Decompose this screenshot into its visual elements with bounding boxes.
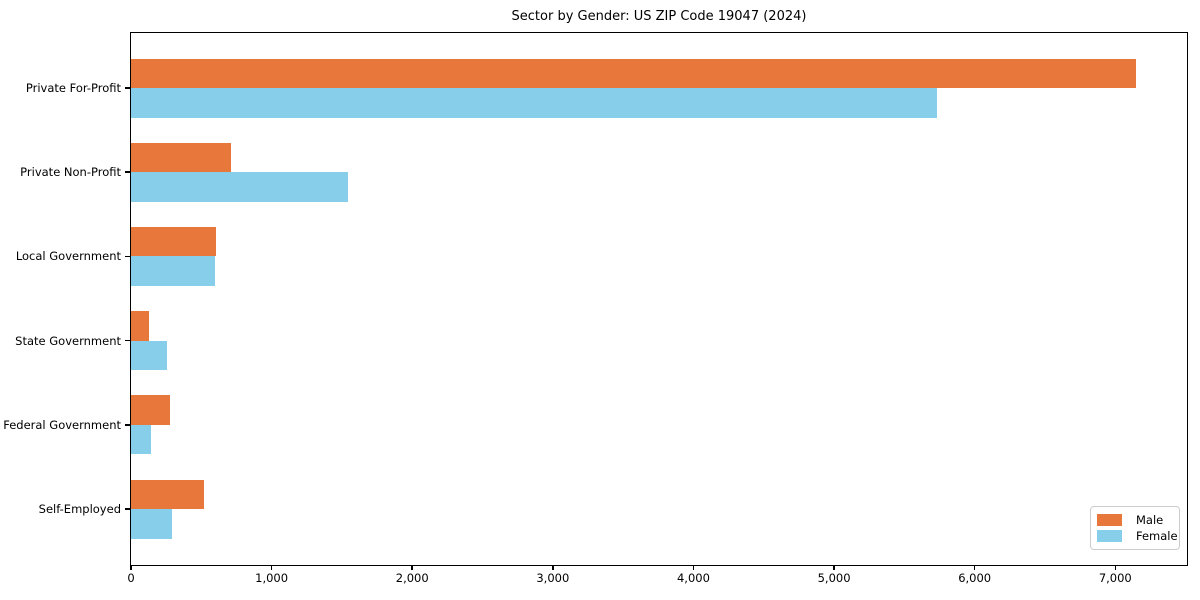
legend-entry-male: Male <box>1097 513 1172 527</box>
x-tick-mark <box>1114 565 1117 570</box>
legend-label-male: Male <box>1136 513 1164 527</box>
legend-label-female: Female <box>1136 529 1178 543</box>
y-tick-label: State Government <box>15 333 121 348</box>
y-tick-mark <box>124 255 130 258</box>
bar-male-1 <box>131 58 1137 88</box>
y-tick-label: Self-Employed <box>38 502 121 516</box>
y-tick-mark <box>124 339 130 342</box>
y-tick-label: Local Government <box>15 249 121 264</box>
bar-female-2 <box>131 172 348 202</box>
bar-female-5 <box>131 424 151 455</box>
y-tick-label: Private Non-Profit <box>20 165 121 180</box>
x-tick-mark <box>833 565 835 570</box>
x-tick-mark <box>973 565 976 570</box>
y-tick-mark <box>124 87 130 89</box>
x-tick-mark <box>692 565 695 570</box>
legend-swatch-female <box>1097 530 1122 542</box>
x-tick-label: 5,000 <box>817 571 851 585</box>
y-tick-mark <box>124 171 130 173</box>
x-tick-label: 4,000 <box>676 571 710 585</box>
legend: Male Female <box>1090 506 1180 550</box>
bar-female-6 <box>131 509 173 539</box>
bar-female-1 <box>131 88 937 118</box>
y-tick-mark <box>124 424 130 426</box>
legend-entry-female: Female <box>1097 529 1178 543</box>
bar-female-3 <box>131 256 216 286</box>
x-tick-label: 1,000 <box>255 571 289 585</box>
x-tick-label: 3,000 <box>536 571 570 585</box>
bar-male-3 <box>131 226 217 257</box>
y-tick-mark <box>124 508 130 510</box>
x-tick-mark <box>130 565 132 570</box>
legend-swatch-male <box>1097 514 1122 526</box>
x-tick-mark <box>552 565 554 570</box>
bar-female-4 <box>131 340 167 371</box>
x-tick-label: 6,000 <box>958 571 992 585</box>
x-tick-mark <box>270 565 273 570</box>
plot-area <box>130 32 1188 566</box>
bar-male-6 <box>131 479 205 509</box>
bar-male-2 <box>131 142 231 173</box>
bar-male-5 <box>131 395 170 425</box>
bar-male-4 <box>131 311 149 341</box>
y-tick-label: Private For-Profit <box>25 81 121 95</box>
chart-title: Sector by Gender: US ZIP Code 19047 (202… <box>511 9 807 24</box>
x-tick-label: 0 <box>127 571 135 585</box>
x-tick-mark <box>411 565 413 570</box>
x-tick-label: 2,000 <box>395 571 429 585</box>
y-tick-label: Federal Government <box>3 417 121 432</box>
x-tick-label: 7,000 <box>1098 571 1132 585</box>
